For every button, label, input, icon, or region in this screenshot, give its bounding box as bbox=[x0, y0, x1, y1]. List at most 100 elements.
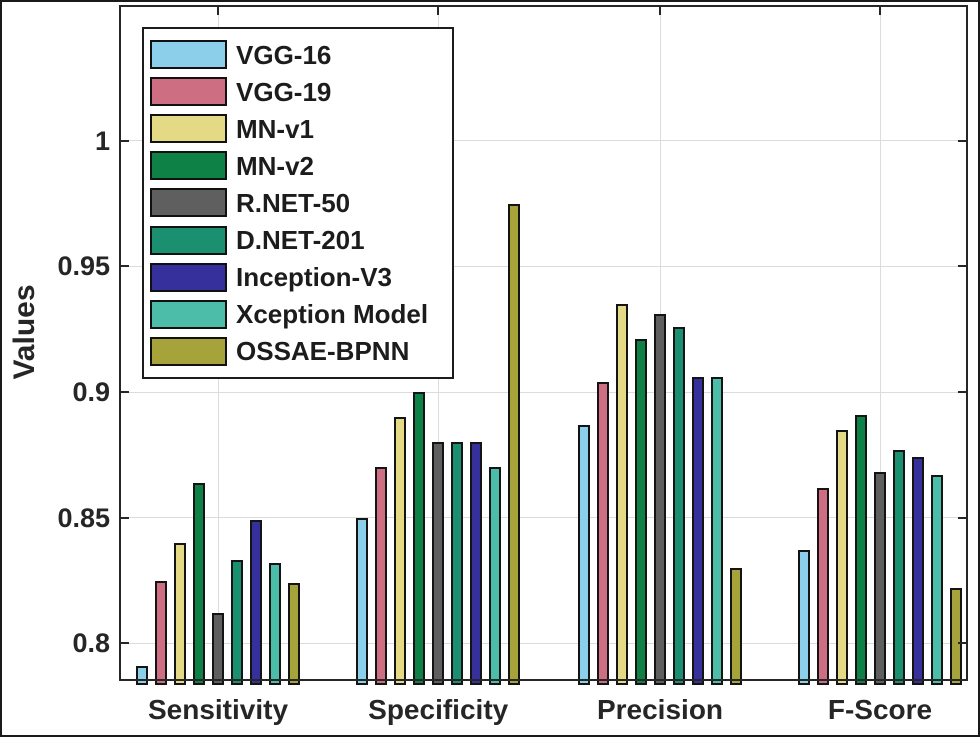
legend-label: MN-v1 bbox=[236, 113, 315, 144]
y-tick-label: 0.8 bbox=[72, 628, 110, 659]
y-tick-mark bbox=[121, 139, 129, 142]
bar-r-net-50-specificity bbox=[432, 442, 445, 685]
bar-mn-v1-f-score bbox=[836, 429, 848, 685]
bar-d-net-201-f-score bbox=[893, 449, 905, 685]
legend-swatch-vgg-16 bbox=[150, 40, 227, 70]
x-tick-mark bbox=[879, 7, 881, 15]
y-tick-label: 0.95 bbox=[57, 251, 110, 282]
bar-mn-v1-precision bbox=[616, 304, 628, 685]
y-gridline bbox=[119, 140, 968, 142]
bar-mn-v1-sensitivity bbox=[174, 542, 186, 685]
legend-item-xception-model: Xception Model bbox=[150, 299, 446, 330]
legend-swatch-d-net-201 bbox=[150, 225, 227, 255]
bar-r-net-50-precision bbox=[654, 314, 666, 685]
x-tick-mark bbox=[217, 7, 219, 15]
bar-vgg-16-specificity bbox=[356, 517, 369, 685]
legend-label: Xception Model bbox=[236, 299, 429, 330]
bar-vgg-19-f-score bbox=[817, 487, 829, 685]
y-gridline bbox=[119, 391, 968, 393]
y-tick-mark bbox=[958, 391, 966, 393]
left-spine bbox=[119, 5, 121, 681]
legend-item-mn-v2: MN-v2 bbox=[150, 150, 446, 181]
bar-vgg-19-specificity bbox=[375, 467, 388, 685]
y-tick-mark bbox=[121, 265, 129, 268]
legend-swatch-mn-v1 bbox=[150, 114, 227, 144]
y-gridline bbox=[119, 517, 968, 519]
bar-xception-model-sensitivity bbox=[269, 562, 281, 685]
legend-swatch-mn-v2 bbox=[150, 151, 227, 181]
bar-vgg-16-precision bbox=[578, 424, 590, 685]
bar-d-net-201-sensitivity bbox=[231, 560, 243, 685]
bar-inception-v3-f-score bbox=[912, 457, 924, 685]
bar-xception-model-f-score bbox=[931, 474, 943, 685]
plot-area bbox=[119, 5, 968, 685]
top-spine bbox=[119, 5, 968, 7]
y-tick-label: 0.85 bbox=[57, 502, 110, 533]
x-tick-label-f-score: F-Score bbox=[827, 694, 933, 725]
bar-mn-v2-sensitivity bbox=[193, 482, 205, 685]
bar-mn-v2-precision bbox=[635, 339, 647, 685]
legend-label: VGG-19 bbox=[236, 76, 332, 107]
y-tick-mark bbox=[121, 391, 129, 393]
legend-swatch-inception-v3 bbox=[150, 262, 227, 292]
bar-vgg-16-sensitivity bbox=[136, 665, 148, 685]
y-tick-mark bbox=[121, 516, 129, 519]
x-gridline bbox=[879, 5, 881, 681]
bar-inception-v3-sensitivity bbox=[250, 520, 262, 685]
legend-item-d-net-201: D.NET-201 bbox=[150, 225, 446, 256]
x-tick-label-specificity: Specificity bbox=[368, 694, 509, 725]
y-tick-mark bbox=[958, 265, 966, 268]
legend-swatch-r-net-50 bbox=[150, 188, 227, 218]
y-tick-label: 0.9 bbox=[72, 377, 110, 407]
legend-label: R.NET-50 bbox=[236, 187, 351, 218]
bar-inception-v3-precision bbox=[692, 376, 704, 685]
legend-label: D.NET-201 bbox=[236, 225, 365, 256]
x-axis-baseline bbox=[119, 679, 968, 681]
bar-group-f-score bbox=[796, 414, 964, 685]
bar-r-net-50-sensitivity bbox=[212, 613, 224, 685]
legend-item-vgg-16: VGG-16 bbox=[150, 39, 446, 70]
bar-vgg-19-sensitivity bbox=[155, 580, 167, 685]
legend-item-mn-v1: MN-v1 bbox=[150, 113, 446, 144]
bar-ossae-bpnn-sensitivity bbox=[288, 583, 300, 685]
bar-xception-model-specificity bbox=[489, 467, 502, 685]
y-tick-mark bbox=[121, 642, 129, 645]
bar-ossae-bpnn-specificity bbox=[508, 203, 521, 685]
legend-label: VGG-16 bbox=[236, 39, 332, 70]
legend-swatch-vgg-19 bbox=[150, 77, 227, 107]
legend-item-r-net-50: R.NET-50 bbox=[150, 187, 446, 218]
legend-swatch-ossae-bpnn bbox=[150, 336, 227, 366]
legend-item-ossae-bpnn: OSSAE-BPNN bbox=[150, 336, 446, 366]
legend-item-vgg-19: VGG-19 bbox=[150, 76, 446, 107]
y-tick-mark bbox=[958, 516, 966, 519]
bar-mn-v1-specificity bbox=[394, 417, 407, 685]
bar-ossae-bpnn-precision bbox=[730, 567, 742, 685]
bar-d-net-201-precision bbox=[673, 326, 685, 685]
x-tick-mark bbox=[437, 7, 440, 15]
legend-label: MN-v2 bbox=[236, 150, 315, 181]
bar-mn-v2-specificity bbox=[413, 392, 426, 685]
bar-vgg-16-f-score bbox=[798, 550, 810, 685]
bar-inception-v3-specificity bbox=[470, 442, 483, 685]
x-tick-label-sensitivity: Sensitivity bbox=[147, 694, 289, 725]
bar-group-sensitivity bbox=[134, 482, 302, 685]
legend: VGG-16 VGG-19 MN-v1 MN-v2 R.NET-50 D.NET-201 I… bbox=[142, 27, 454, 379]
bar-vgg-19-precision bbox=[597, 382, 609, 685]
legend-label: Inception-V3 bbox=[236, 262, 393, 293]
x-tick-label-precision: Precision bbox=[596, 694, 724, 725]
y-tick-mark bbox=[958, 642, 966, 645]
bar-group-specificity bbox=[354, 203, 522, 685]
bar-r-net-50-f-score bbox=[874, 472, 886, 685]
bar-mn-v2-f-score bbox=[855, 414, 867, 685]
right-spine bbox=[966, 5, 968, 681]
legend-item-inception-v3: Inception-V3 bbox=[150, 262, 446, 293]
bar-d-net-201-specificity bbox=[451, 442, 464, 685]
bar-ossae-bpnn-f-score bbox=[950, 588, 962, 685]
bar-xception-model-precision bbox=[711, 376, 723, 685]
legend-swatch-xception-model bbox=[150, 299, 227, 329]
y-tick-label: 1 bbox=[94, 125, 110, 156]
bar-group-precision bbox=[576, 304, 744, 685]
x-tick-mark bbox=[659, 7, 661, 15]
y-gridline bbox=[119, 265, 968, 267]
